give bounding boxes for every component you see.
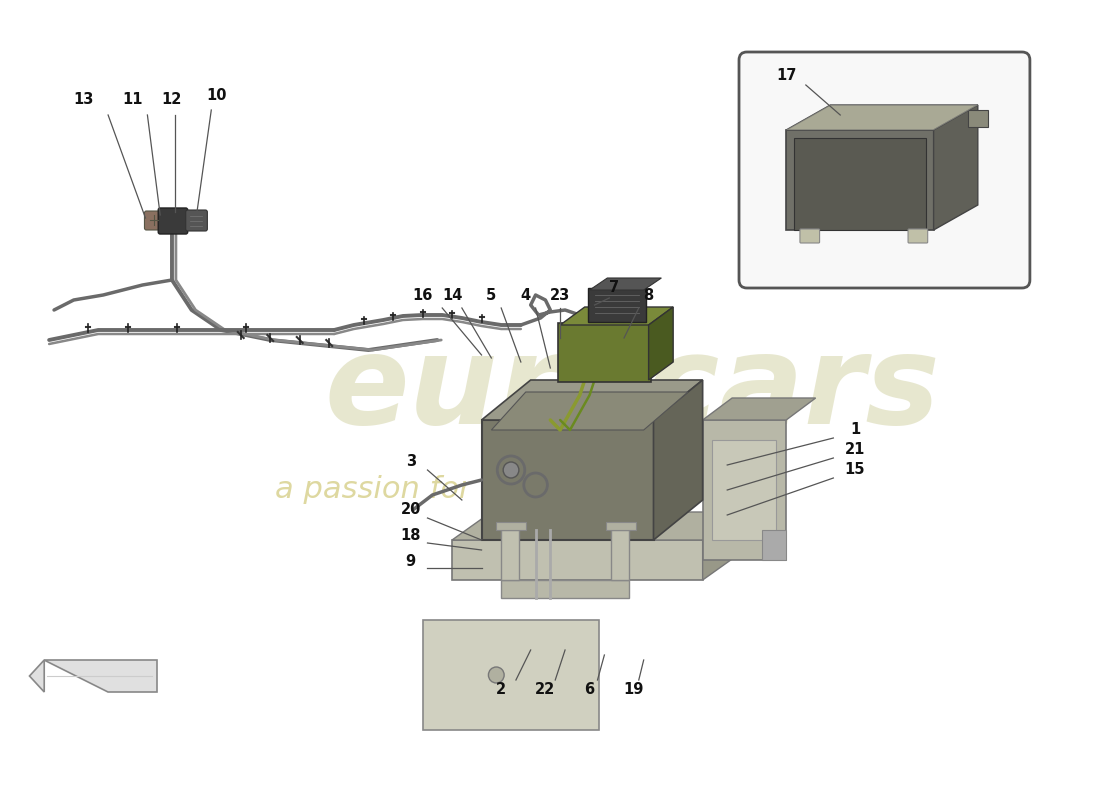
Polygon shape (30, 660, 44, 692)
Polygon shape (968, 110, 988, 127)
Text: 15: 15 (845, 462, 866, 478)
Polygon shape (496, 522, 526, 530)
Polygon shape (786, 105, 978, 130)
Polygon shape (612, 530, 629, 580)
Text: 8: 8 (644, 287, 653, 302)
Polygon shape (560, 307, 673, 325)
Polygon shape (452, 512, 742, 540)
Text: 14: 14 (442, 287, 462, 302)
Polygon shape (492, 392, 688, 430)
FancyBboxPatch shape (452, 540, 703, 580)
Text: 5: 5 (486, 287, 496, 302)
Polygon shape (786, 105, 978, 130)
Text: 18: 18 (400, 527, 421, 542)
FancyBboxPatch shape (482, 420, 653, 540)
FancyBboxPatch shape (558, 323, 650, 382)
Text: 11: 11 (122, 93, 143, 107)
Text: 9: 9 (406, 554, 416, 570)
Polygon shape (934, 105, 978, 230)
Polygon shape (590, 278, 661, 290)
FancyBboxPatch shape (739, 52, 1030, 288)
FancyBboxPatch shape (794, 138, 926, 230)
Polygon shape (703, 398, 816, 420)
Text: 7: 7 (609, 281, 619, 295)
Polygon shape (703, 420, 786, 560)
FancyBboxPatch shape (158, 208, 188, 234)
Text: 13: 13 (74, 93, 94, 107)
Text: 1: 1 (850, 422, 860, 438)
Polygon shape (482, 380, 703, 420)
FancyBboxPatch shape (186, 210, 208, 231)
Polygon shape (502, 530, 519, 580)
Text: 17: 17 (776, 67, 796, 82)
FancyBboxPatch shape (800, 229, 820, 243)
Text: a passion for cars since 1985: a passion for cars since 1985 (275, 475, 722, 505)
Text: 4: 4 (520, 287, 531, 302)
Circle shape (488, 667, 504, 683)
Polygon shape (649, 307, 673, 380)
Text: 16: 16 (412, 287, 432, 302)
Text: eurocars: eurocars (324, 330, 941, 450)
Text: 22: 22 (536, 682, 556, 698)
Polygon shape (761, 530, 786, 560)
FancyBboxPatch shape (587, 288, 646, 322)
Text: 20: 20 (400, 502, 421, 518)
Polygon shape (703, 512, 742, 580)
Text: 10: 10 (206, 87, 227, 102)
Polygon shape (713, 440, 777, 540)
Text: 3: 3 (406, 454, 416, 470)
Text: 2: 2 (496, 682, 506, 698)
Polygon shape (606, 522, 636, 530)
FancyBboxPatch shape (908, 229, 927, 243)
Text: 6: 6 (584, 682, 595, 698)
FancyBboxPatch shape (422, 620, 600, 730)
Polygon shape (44, 660, 157, 692)
FancyBboxPatch shape (786, 130, 934, 230)
Text: 12: 12 (162, 93, 183, 107)
Polygon shape (502, 580, 629, 598)
Text: 21: 21 (845, 442, 866, 458)
Text: 19: 19 (624, 682, 644, 698)
Text: 23: 23 (550, 287, 570, 302)
Polygon shape (653, 380, 703, 540)
Circle shape (503, 462, 519, 478)
FancyBboxPatch shape (144, 211, 164, 230)
